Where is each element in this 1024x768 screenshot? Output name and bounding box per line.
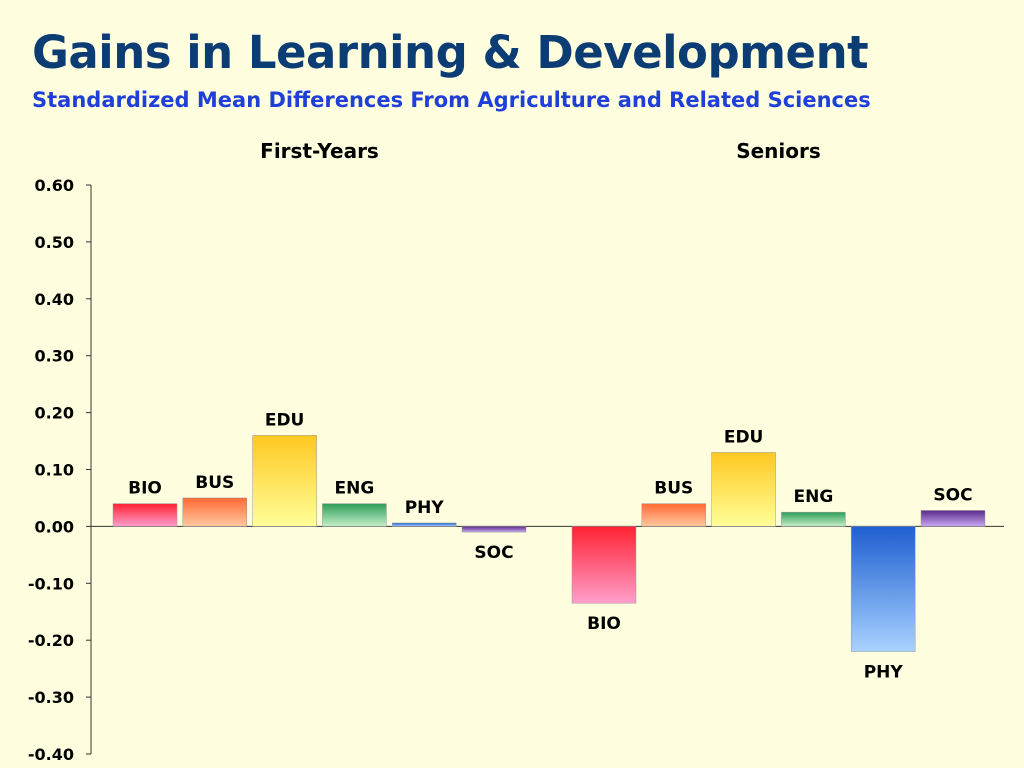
bar-seniors-eng (781, 511, 846, 527)
y-tick-label: 0.60 (35, 176, 74, 195)
y-tick-label: -0.20 (28, 631, 74, 650)
bar-label: ENG (794, 487, 834, 507)
y-tick-label: 0.50 (35, 233, 74, 252)
page-title: Gains in Learning & Development (32, 26, 869, 79)
bar-label: ENG (335, 479, 375, 499)
bar-label: EDU (265, 410, 305, 430)
bar-first-years-bus (182, 497, 248, 527)
bar-first-years-bio (112, 503, 178, 527)
group-label: Seniors (736, 139, 821, 163)
bar-label: BUS (195, 473, 234, 493)
bar-label: SOC (474, 543, 513, 563)
bar-label: BIO (128, 479, 162, 499)
bar-label: EDU (724, 427, 764, 447)
bar-first-years-phy (391, 522, 457, 527)
y-tick-label: 0.00 (35, 517, 74, 536)
y-tick-label: -0.10 (28, 574, 74, 593)
bar-seniors-soc (920, 510, 986, 527)
group-label: First-Years (260, 139, 379, 163)
bar-seniors-phy (850, 526, 916, 652)
bar-seniors-edu (711, 452, 776, 527)
bar-seniors-bus (641, 503, 707, 527)
bar-first-years-soc (461, 526, 527, 533)
y-tick-label: 0.40 (35, 290, 74, 309)
bar-label: PHY (405, 498, 445, 518)
bar-label: PHY (864, 663, 904, 683)
bar-first-years-edu (252, 435, 317, 527)
y-tick-label: 0.30 (35, 347, 74, 366)
y-tick-label: 0.20 (35, 404, 74, 423)
y-tick-label: -0.40 (28, 745, 74, 764)
bar-seniors-bio (571, 526, 637, 604)
y-tick-label: -0.30 (28, 688, 74, 707)
bar-label: BUS (654, 479, 693, 499)
y-tick-label: 0.10 (35, 461, 74, 480)
bar-label: SOC (933, 485, 972, 505)
bar-label: BIO (587, 614, 621, 634)
bar-first-years-eng (322, 503, 387, 527)
page-subtitle: Standardized Mean Differences From Agric… (32, 88, 871, 112)
